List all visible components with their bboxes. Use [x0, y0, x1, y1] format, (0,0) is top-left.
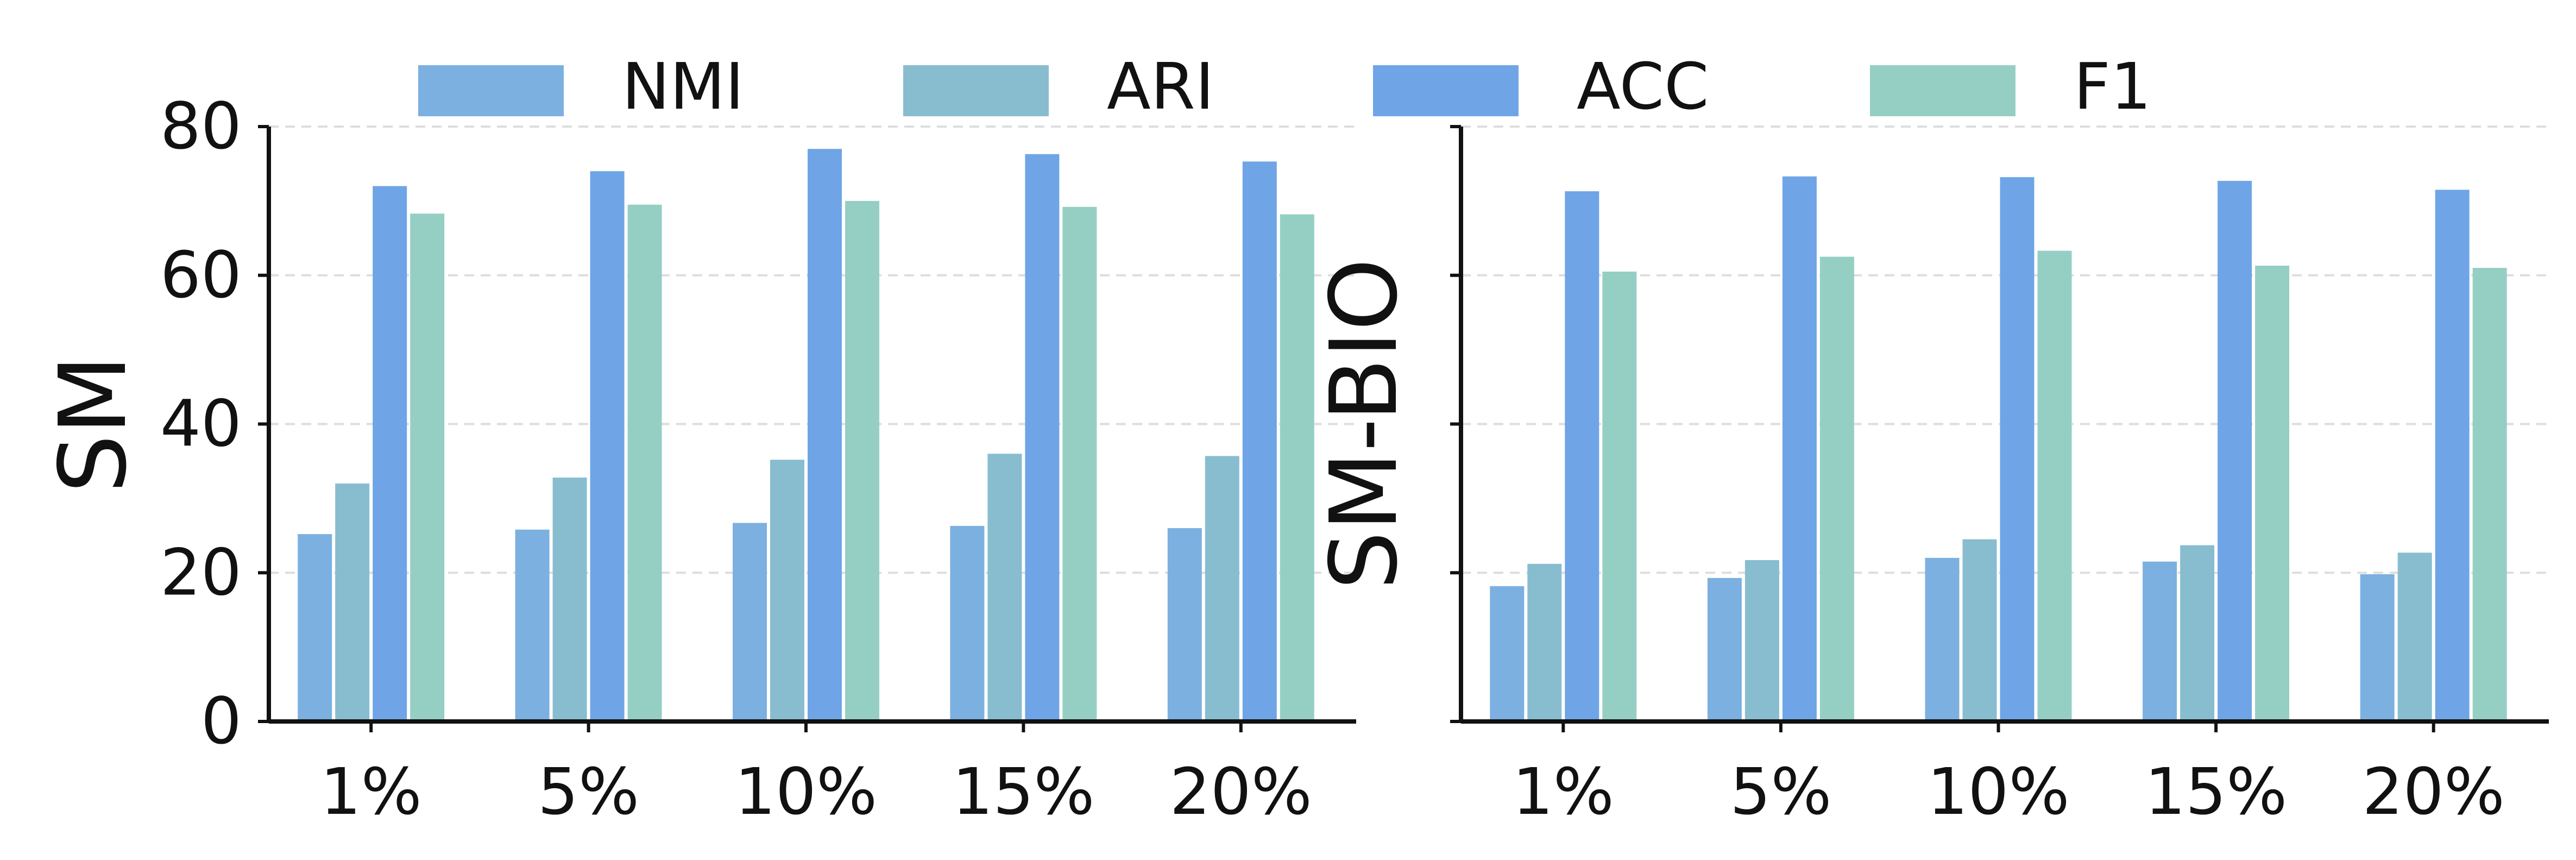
bar-acc-5pct	[590, 171, 625, 721]
x-tick-label: 15%	[2145, 754, 2287, 829]
bar-f1-10pct	[2037, 250, 2072, 721]
legend-swatch-nmi	[418, 65, 564, 116]
chart-panel-sm-bio: 1% 5% 10% 15% 20% SM-BIO	[1311, 125, 2549, 829]
x-tick-label: 5%	[1730, 754, 1831, 829]
bar-nmi-15pct	[950, 526, 985, 721]
y-tick-label: 0	[201, 683, 242, 758]
bar-acc-10pct	[2000, 177, 2035, 721]
bar-f1-20pct	[2472, 268, 2507, 721]
legend-label-ari: ARI	[1107, 49, 1214, 124]
bar-f1-5pct	[1819, 256, 1854, 721]
bar-nmi-10pct	[733, 523, 767, 721]
bar-acc-20pct	[2435, 190, 2470, 721]
legend-swatch-f1	[1870, 65, 2016, 116]
bar-f1-20pct	[1280, 214, 1314, 721]
bar-nmi-20pct	[2360, 574, 2395, 721]
bar-nmi-5pct	[1707, 577, 1742, 721]
x-tick-label: 5%	[538, 754, 639, 829]
bar-ari-10pct	[770, 460, 804, 721]
bar-acc-15pct	[2218, 180, 2252, 721]
bar-f1-1pct	[410, 214, 445, 721]
x-tick-label: 20%	[2363, 754, 2505, 829]
legend-label-nmi: NMI	[622, 49, 744, 124]
bar-ari-1pct	[1527, 563, 1562, 721]
legend-swatch-ari	[903, 65, 1049, 116]
bar-f1-15pct	[1062, 206, 1097, 721]
bar-ari-1pct	[335, 484, 370, 721]
y-tick-label: 60	[160, 237, 242, 312]
x-tick-label: 20%	[1170, 754, 1312, 829]
bar-acc-5pct	[1782, 176, 1817, 721]
bar-nmi-1pct	[1490, 586, 1525, 721]
bar-acc-20pct	[1242, 161, 1277, 721]
bar-acc-1pct	[373, 186, 407, 721]
bar-ari-10pct	[1962, 539, 1997, 721]
bar-nmi-1pct	[298, 534, 332, 721]
bar-nmi-5pct	[515, 529, 550, 721]
y-tick-label: 40	[160, 386, 242, 461]
x-tick-label: 10%	[1927, 754, 2069, 829]
legend-label-acc: ACC	[1577, 49, 1709, 124]
bar-nmi-20pct	[1167, 528, 1202, 721]
legend-label-f1: F1	[2074, 49, 2151, 124]
x-tick-label: 1%	[1513, 754, 1614, 829]
bar-nmi-10pct	[1925, 557, 1960, 721]
x-tick-label: 1%	[320, 754, 422, 829]
bar-ari-20pct	[1205, 456, 1239, 721]
bar-f1-10pct	[845, 200, 879, 721]
bar-nmi-15pct	[2143, 561, 2177, 721]
chart-panel-sm: 0 20 40 60 80 1% 5% 10% 15% 20% SM	[40, 89, 1356, 829]
bar-f1-1pct	[1602, 271, 1637, 721]
legend: NMI ARI ACC F1	[418, 49, 2151, 124]
y-axis-label: SM	[40, 355, 147, 493]
bar-ari-5pct	[552, 478, 587, 721]
bar-ari-5pct	[1744, 560, 1779, 721]
bar-acc-1pct	[1565, 191, 1599, 721]
bar-ari-20pct	[2397, 553, 2432, 721]
bar-acc-10pct	[808, 149, 842, 721]
legend-swatch-acc	[1373, 65, 1519, 116]
bar-f1-5pct	[627, 204, 662, 721]
bar-ari-15pct	[2180, 545, 2215, 721]
bar-ari-15pct	[987, 454, 1022, 721]
x-tick-label: 15%	[952, 754, 1094, 829]
bar-f1-15pct	[2255, 265, 2290, 721]
bar-acc-15pct	[1025, 154, 1060, 721]
x-tick-label: 10%	[735, 754, 877, 829]
y-tick-label: 20	[160, 535, 242, 610]
y-tick-label: 80	[160, 89, 242, 164]
y-axis-label: SM-BIO	[1311, 258, 1418, 589]
